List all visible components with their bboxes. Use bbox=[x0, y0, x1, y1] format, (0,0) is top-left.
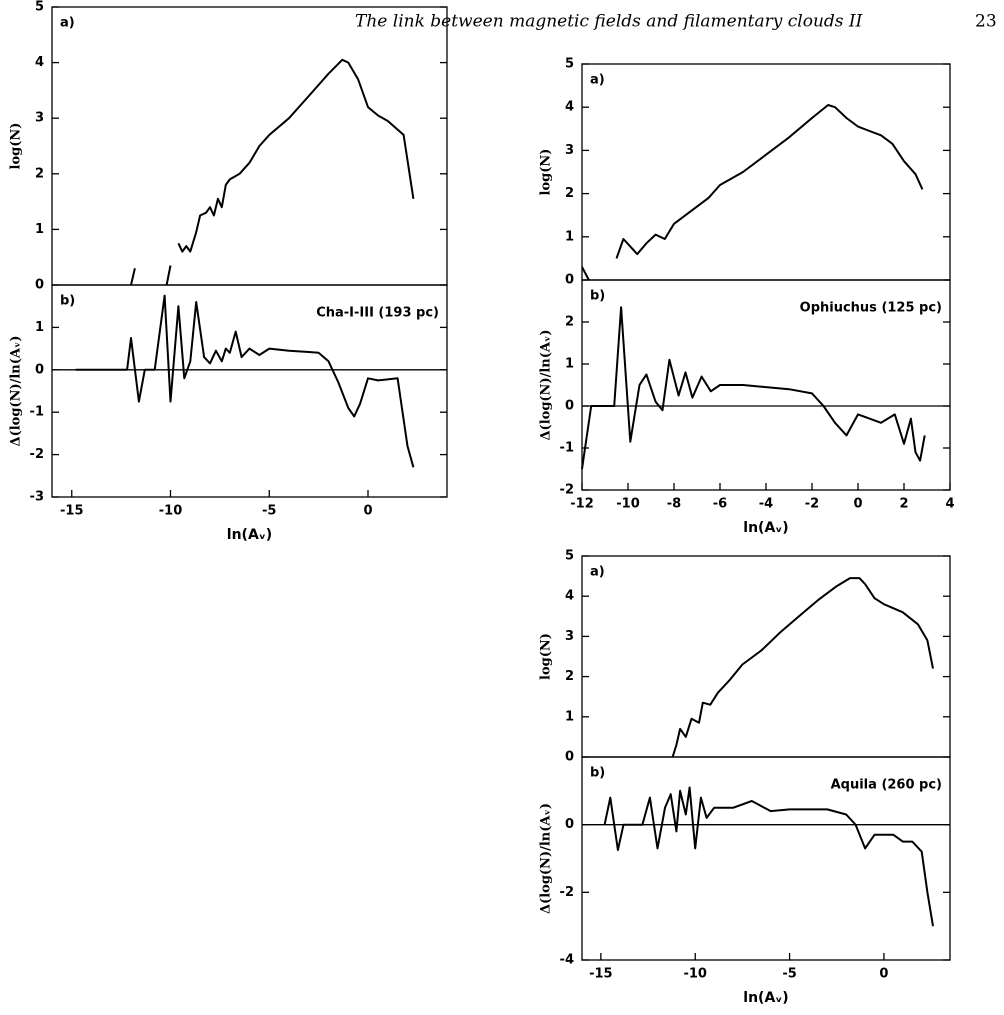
data-line bbox=[75, 294, 415, 468]
y-tick-label: -1 bbox=[30, 405, 44, 420]
x-tick-label: 0 bbox=[853, 497, 862, 512]
x-tick-label: -10 bbox=[616, 497, 640, 512]
y-tick-label: -2 bbox=[30, 447, 44, 462]
panel-label: a) bbox=[590, 565, 605, 580]
data-line bbox=[130, 58, 415, 286]
x-tick-label: -4 bbox=[759, 497, 773, 512]
x-tick-label: 4 bbox=[945, 497, 954, 512]
y-tick-label: 2 bbox=[565, 669, 574, 684]
y-tick-label: 1 bbox=[565, 357, 574, 372]
panel-frame bbox=[51, 284, 448, 498]
y-tick-label: 4 bbox=[565, 100, 574, 115]
y-tick-label: 0 bbox=[565, 399, 574, 414]
panel-label: b) bbox=[590, 289, 605, 304]
y-tick-label: -4 bbox=[560, 953, 574, 968]
y-axis-label: log(N) bbox=[539, 149, 554, 196]
x-axis-label: ln(Aᵥ) bbox=[743, 990, 788, 1006]
y-tick-label: 3 bbox=[565, 629, 574, 644]
y-tick-label: 2 bbox=[565, 186, 574, 201]
y-tick-label: 1 bbox=[35, 222, 44, 237]
y-tick-label: 1 bbox=[35, 320, 44, 335]
y-tick-label: 0 bbox=[35, 362, 44, 377]
y-tick-label: 2 bbox=[565, 315, 574, 330]
page-number: 23 bbox=[975, 12, 997, 32]
y-tick-label: 1 bbox=[565, 229, 574, 244]
y-axis-label: Δ(log(N)/ln(Aᵥ) bbox=[539, 329, 554, 440]
y-axis-label: log(N) bbox=[539, 633, 554, 680]
data-line bbox=[671, 577, 934, 758]
y-tick-label: 4 bbox=[35, 55, 44, 70]
panel-label: b) bbox=[590, 766, 605, 781]
y-tick-label: 0 bbox=[565, 273, 574, 288]
y-tick-label: 0 bbox=[565, 750, 574, 765]
x-tick-label: -15 bbox=[60, 504, 84, 519]
panel-frame bbox=[581, 756, 951, 961]
data-line bbox=[581, 306, 926, 470]
y-tick-label: 3 bbox=[565, 143, 574, 158]
y-tick-label: 0 bbox=[565, 817, 574, 832]
x-tick-label: -10 bbox=[159, 504, 183, 519]
panel-frame bbox=[581, 63, 951, 281]
y-tick-label: 3 bbox=[35, 111, 44, 126]
y-tick-label: 1 bbox=[565, 709, 574, 724]
y-tick-label: -2 bbox=[560, 483, 574, 498]
x-tick-label: -5 bbox=[782, 967, 796, 982]
running-title: The link between magnetic fields and fil… bbox=[355, 12, 863, 32]
y-tick-label: -3 bbox=[30, 490, 44, 505]
x-tick-label: 0 bbox=[363, 504, 372, 519]
y-tick-label: 0 bbox=[35, 278, 44, 293]
x-tick-label: -15 bbox=[589, 967, 613, 982]
panel-label: a) bbox=[60, 16, 75, 31]
x-axis-label: ln(Aᵥ) bbox=[227, 527, 272, 543]
panel-label: a) bbox=[590, 73, 605, 88]
x-tick-label: -10 bbox=[683, 967, 707, 982]
x-axis-label: ln(Aᵥ) bbox=[743, 520, 788, 536]
y-tick-label: -2 bbox=[560, 885, 574, 900]
x-tick-label: -5 bbox=[262, 504, 276, 519]
x-tick-label: 0 bbox=[879, 967, 888, 982]
y-tick-label: 5 bbox=[35, 0, 44, 15]
y-tick-label: 5 bbox=[565, 549, 574, 564]
panel-frame bbox=[51, 6, 448, 286]
y-axis-label: Δ(log(N)/ln(Aᵥ) bbox=[539, 803, 554, 914]
y-tick-label: 4 bbox=[565, 589, 574, 604]
x-tick-label: -12 bbox=[570, 497, 594, 512]
x-tick-label: -8 bbox=[667, 497, 681, 512]
x-tick-label: 2 bbox=[899, 497, 908, 512]
data-line bbox=[581, 104, 924, 281]
annotation: Cha-I-III (193 pc) bbox=[316, 306, 439, 321]
y-tick-label: -1 bbox=[560, 441, 574, 456]
panel-frame bbox=[581, 555, 951, 758]
y-axis-label: Δ(log(N)/ln(Aᵥ) bbox=[9, 335, 24, 446]
x-tick-label: -6 bbox=[713, 497, 727, 512]
y-axis-label: log(N) bbox=[9, 123, 24, 170]
y-tick-label: 2 bbox=[35, 166, 44, 181]
data-line bbox=[603, 786, 934, 927]
panel-label: b) bbox=[60, 294, 75, 309]
x-tick-label: -2 bbox=[805, 497, 819, 512]
annotation: Aquila (260 pc) bbox=[831, 778, 942, 793]
annotation: Ophiuchus (125 pc) bbox=[800, 301, 942, 316]
y-tick-label: 5 bbox=[565, 57, 574, 72]
